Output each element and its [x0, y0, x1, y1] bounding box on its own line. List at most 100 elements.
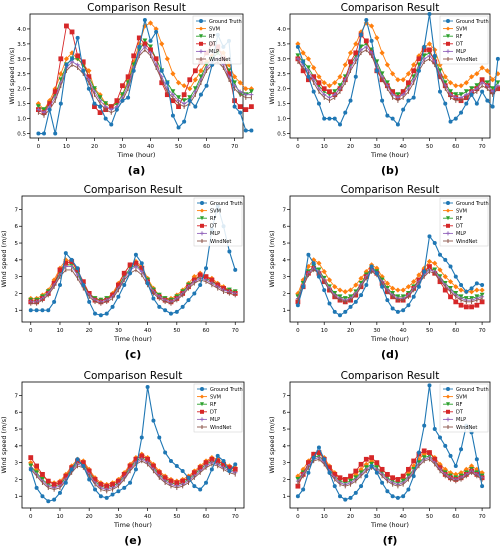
data-point	[147, 20, 154, 26]
data-point	[180, 469, 185, 474]
data-point	[249, 89, 254, 95]
data-point	[192, 77, 198, 83]
data-point	[390, 89, 396, 95]
data-point	[432, 53, 437, 58]
data-point	[176, 104, 181, 110]
data-point	[115, 478, 121, 484]
data-point	[326, 83, 333, 89]
data-point	[448, 453, 453, 458]
data-point	[28, 308, 33, 313]
legend-label: MLP	[456, 231, 466, 237]
data-point	[411, 74, 417, 80]
data-point	[474, 302, 480, 308]
data-point	[104, 483, 110, 489]
x-tick-label: 50	[426, 514, 433, 520]
legend-marker	[200, 208, 204, 213]
x-tick-label: 20	[347, 514, 354, 520]
data-point	[453, 471, 459, 477]
x-tick-label: 0	[296, 144, 300, 150]
data-point	[358, 275, 364, 281]
data-point	[453, 116, 458, 121]
data-point	[233, 267, 238, 272]
data-point	[28, 460, 34, 466]
data-point	[58, 101, 63, 106]
x-tick-label: 30	[119, 144, 126, 150]
data-point	[226, 465, 232, 471]
legend-label: RF	[456, 216, 462, 222]
legend-marker	[446, 387, 450, 391]
x-tick-label: 50	[173, 328, 180, 334]
x-tick-label: 60	[452, 514, 459, 520]
x-tick-label: 0	[29, 328, 33, 334]
data-point	[447, 279, 454, 285]
data-point	[92, 101, 97, 106]
y-tick-label: 3	[283, 275, 287, 281]
y-tick-label: 4	[15, 258, 19, 264]
data-point	[46, 308, 51, 313]
data-point	[231, 74, 238, 80]
data-point	[432, 47, 438, 53]
legend-marker	[446, 402, 450, 407]
x-tick-label: 40	[400, 144, 407, 150]
data-point	[480, 484, 485, 489]
y-tick-label: 1.0	[17, 117, 26, 123]
data-point	[301, 284, 306, 289]
data-point	[342, 477, 348, 482]
data-point	[139, 435, 144, 440]
data-point	[438, 252, 442, 257]
data-point	[448, 294, 453, 300]
data-point	[490, 104, 495, 109]
data-point	[468, 289, 475, 295]
data-point	[125, 74, 131, 80]
legend-marker	[446, 49, 450, 54]
data-point	[163, 450, 168, 455]
data-point	[327, 89, 332, 95]
data-point	[116, 294, 121, 299]
x-tick-label: 10	[321, 328, 328, 334]
data-point	[131, 53, 137, 59]
data-point	[168, 458, 173, 463]
legend-marker	[446, 394, 450, 399]
data-point	[484, 80, 490, 86]
data-point	[153, 56, 159, 62]
data-point	[374, 35, 380, 41]
data-point	[69, 257, 74, 262]
data-point	[390, 285, 396, 291]
series-windnet	[30, 267, 236, 306]
data-point	[295, 303, 300, 308]
data-point	[311, 261, 316, 266]
series-line	[30, 458, 236, 490]
x-tick-label: 20	[347, 328, 354, 334]
x-tick-label: 50	[426, 328, 433, 334]
data-point	[411, 68, 417, 74]
x-tick-label: 20	[91, 144, 98, 150]
data-point	[479, 77, 485, 83]
data-point	[127, 262, 133, 268]
legend-box	[439, 197, 489, 247]
data-point	[322, 288, 327, 293]
data-point	[401, 494, 406, 499]
data-point	[131, 68, 136, 73]
data-point	[448, 264, 453, 269]
data-point	[159, 41, 165, 47]
y-tick-label: 7	[283, 207, 287, 213]
data-point	[416, 456, 422, 462]
data-point	[63, 251, 68, 256]
data-point	[57, 480, 63, 486]
data-point	[443, 101, 448, 106]
data-point	[480, 283, 485, 288]
data-point	[405, 284, 412, 290]
data-point	[193, 104, 198, 109]
data-point	[104, 311, 109, 316]
data-point	[406, 303, 411, 308]
x-tick-label: 10	[321, 144, 328, 150]
data-point	[121, 472, 127, 477]
x-tick-label: 40	[144, 328, 151, 334]
data-point	[426, 258, 433, 265]
series-line	[30, 269, 236, 305]
y-tick-label: 1	[15, 308, 19, 314]
data-point	[374, 68, 379, 73]
data-point	[164, 56, 170, 62]
data-point	[411, 62, 417, 68]
